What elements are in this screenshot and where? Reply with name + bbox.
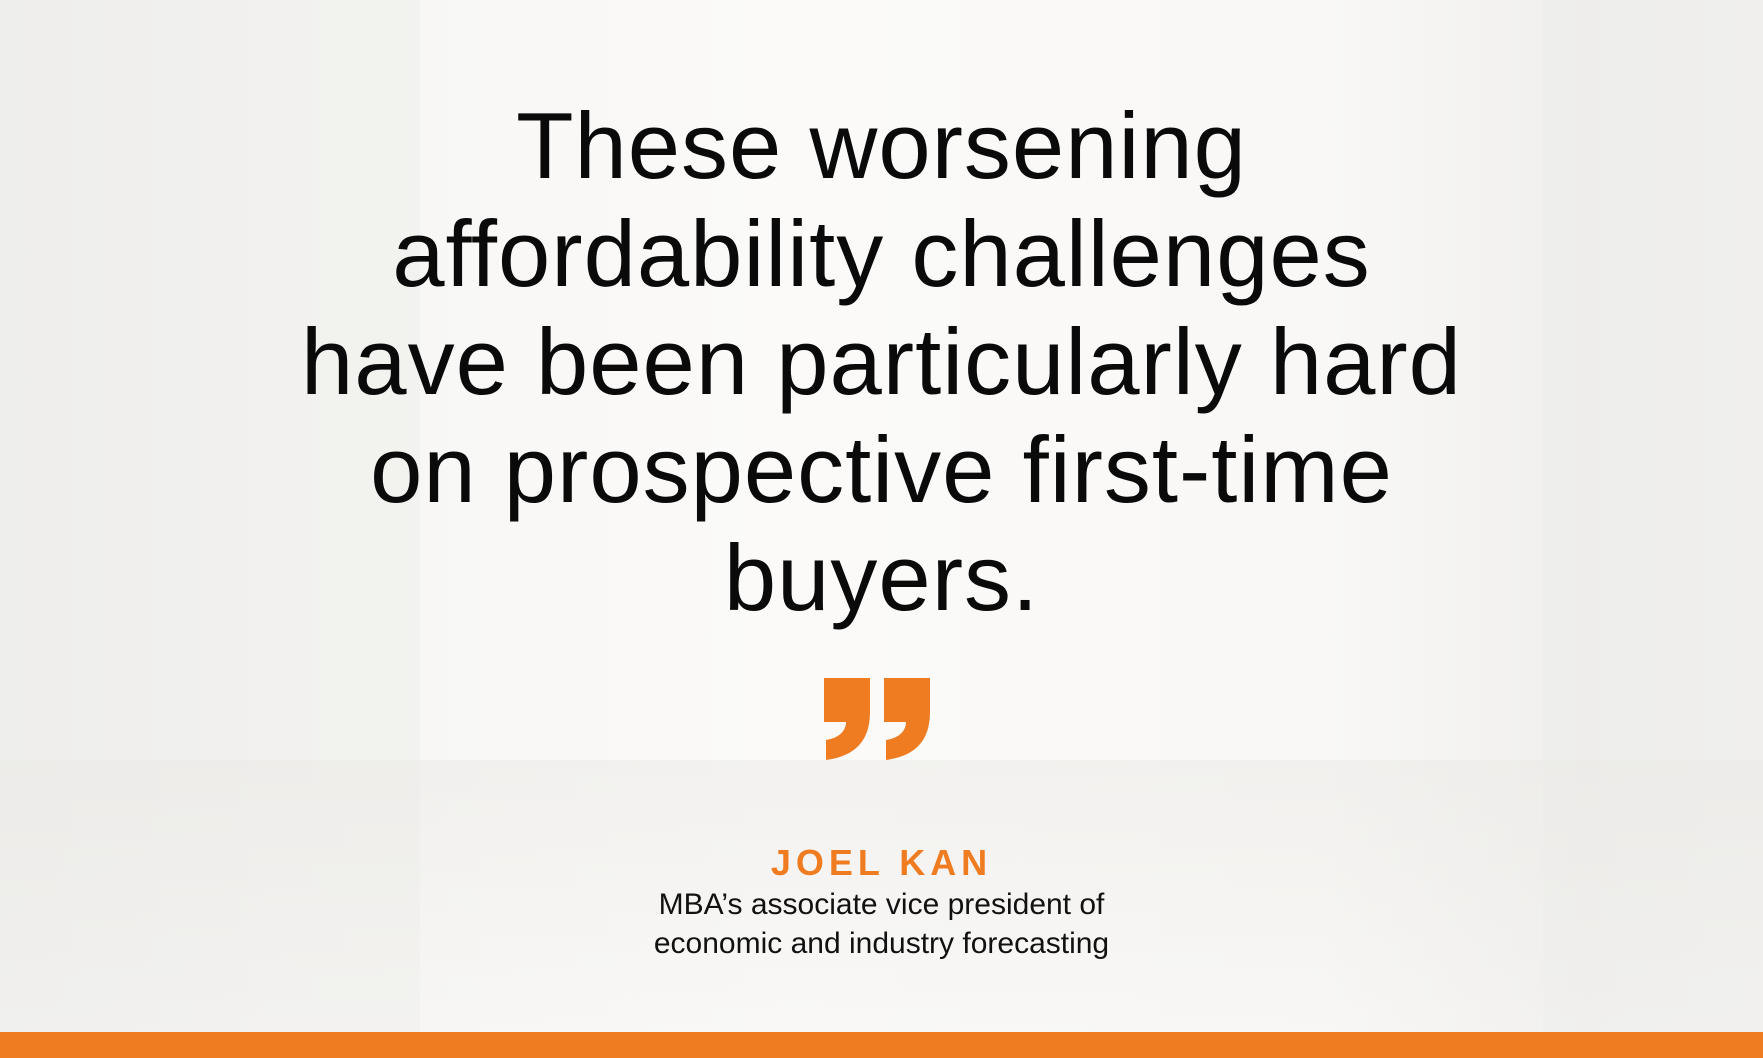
closing-quote-icon [824,678,930,760]
quote-line: on prospective first-time [370,417,1393,522]
pull-quote: These worsening affordability challenges… [0,92,1763,632]
quote-line: buyers. [723,525,1040,630]
quote-line: have been particularly hard [301,309,1462,414]
accent-footer-bar [0,1032,1763,1058]
speaker-title: MBA’s associate vice president of econom… [0,885,1763,963]
speaker-title-line: economic and industry forecasting [653,927,1110,960]
quote-line: These worsening [516,93,1247,198]
background-photo-floor [0,760,1763,1032]
speaker-title-line: MBA’s associate vice president of [658,888,1105,921]
speaker-name: JOEL KAN [770,842,993,883]
quote-line: affordability challenges [392,201,1371,306]
